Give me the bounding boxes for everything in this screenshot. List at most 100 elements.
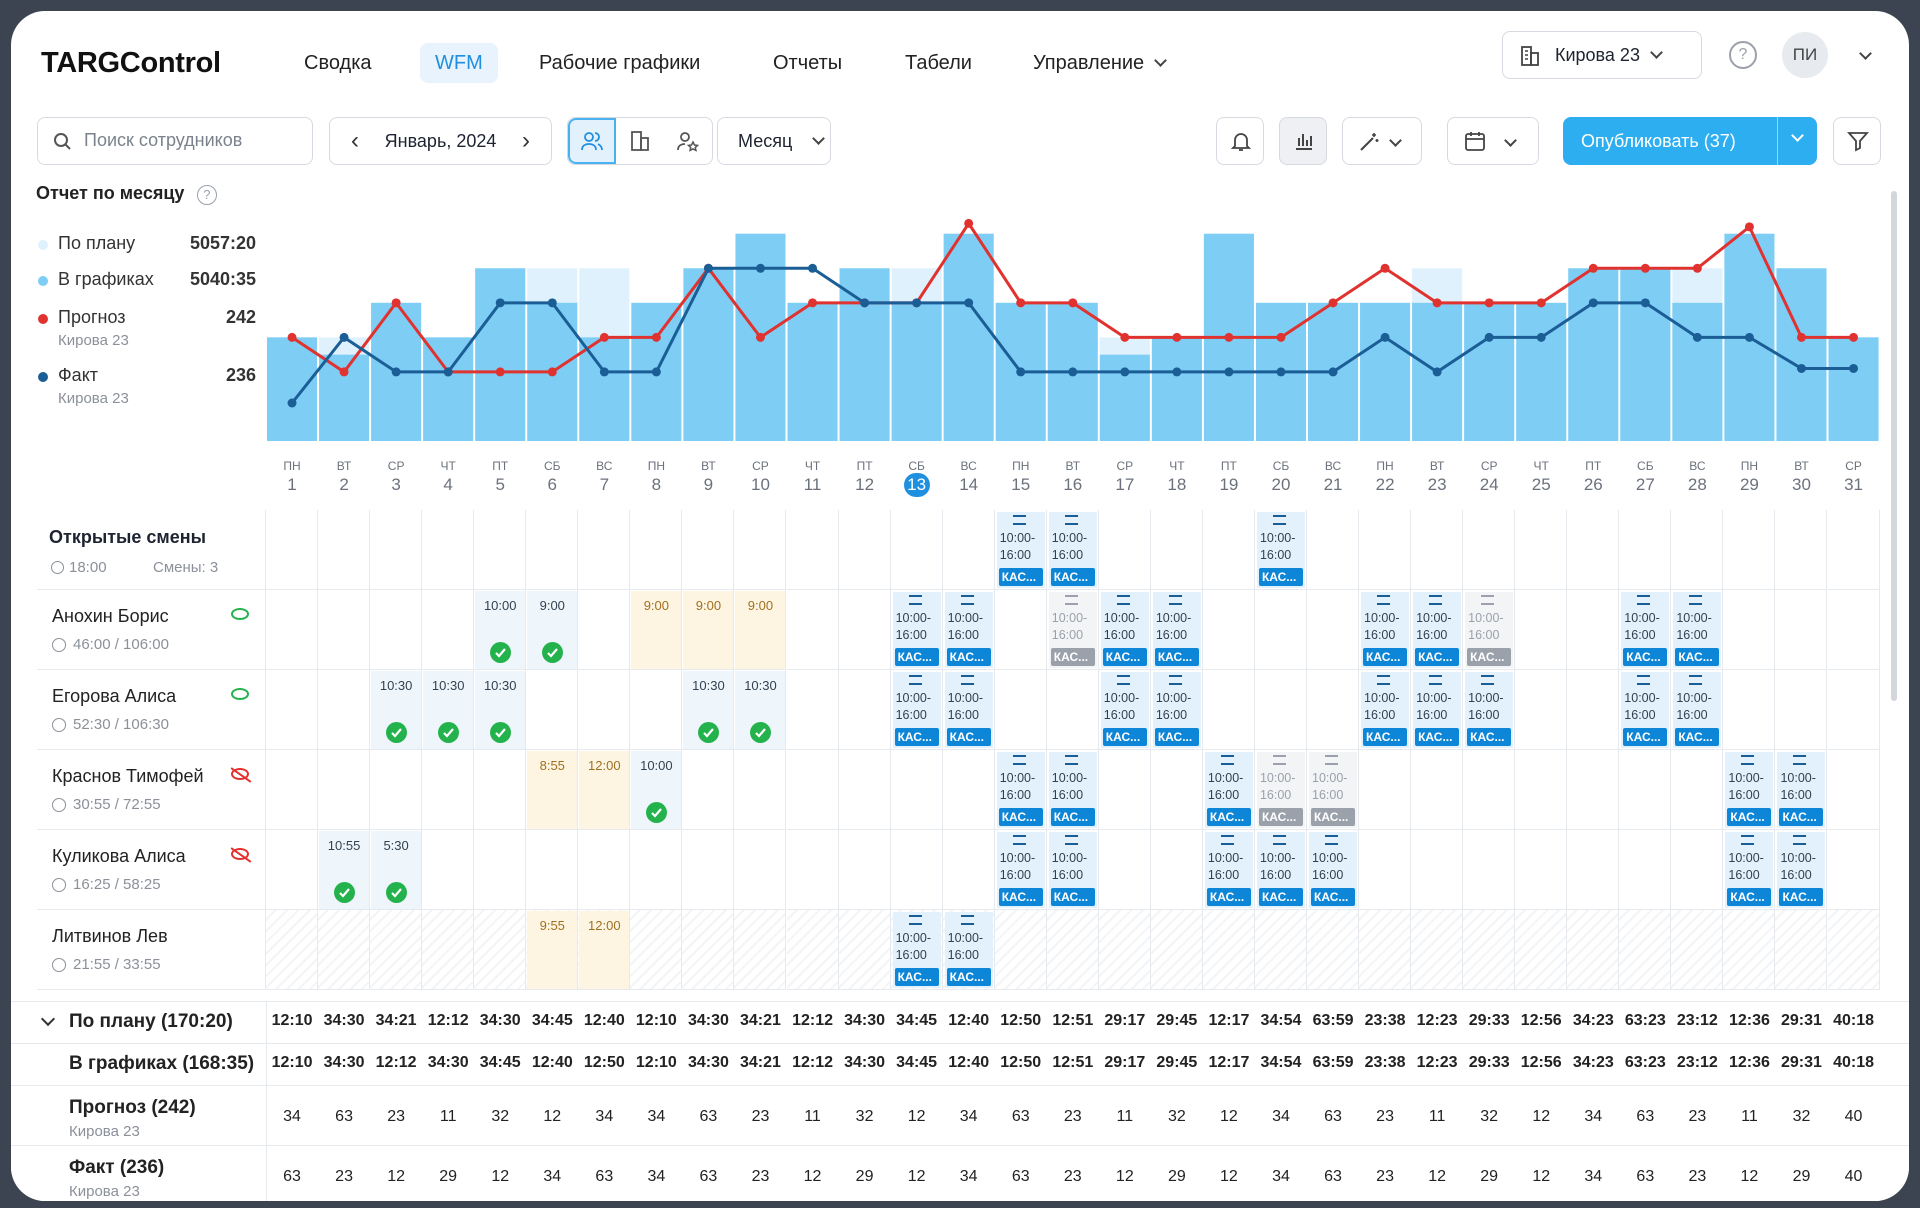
day-cell[interactable] bbox=[1775, 910, 1828, 990]
shift-card[interactable]: 10:00- 16:00 КАС... bbox=[1256, 512, 1305, 588]
day-cell[interactable] bbox=[1671, 510, 1724, 590]
day-cell[interactable] bbox=[1411, 510, 1464, 590]
day-cell[interactable] bbox=[1150, 910, 1203, 990]
day-cell[interactable] bbox=[266, 590, 319, 670]
filter-button[interactable] bbox=[1833, 117, 1881, 165]
day-cell[interactable] bbox=[1827, 830, 1880, 910]
day-cell[interactable] bbox=[942, 830, 995, 910]
day-cell[interactable] bbox=[1567, 510, 1620, 590]
shift-block[interactable] bbox=[579, 911, 630, 989]
day-cell[interactable] bbox=[1307, 670, 1360, 750]
day-cell[interactable] bbox=[1463, 910, 1516, 990]
day-cell[interactable] bbox=[370, 590, 423, 670]
shift-card[interactable]: 10:00- 16:00 КАС... bbox=[1204, 832, 1253, 908]
day-cell[interactable] bbox=[1515, 670, 1568, 750]
day-cell[interactable] bbox=[1254, 670, 1307, 750]
day-cell[interactable] bbox=[370, 910, 423, 990]
shift-card[interactable]: 10:00- 16:00 КАС... bbox=[1413, 672, 1462, 748]
employee-name[interactable]: Краснов Тимофей bbox=[52, 766, 204, 786]
day-cell[interactable] bbox=[1723, 670, 1776, 750]
day-cell[interactable] bbox=[1619, 910, 1672, 990]
period-select[interactable]: Месяц bbox=[717, 117, 831, 165]
day-cell[interactable] bbox=[630, 670, 683, 750]
shift-card[interactable]: 10:00- 16:00 КАС... bbox=[1777, 832, 1826, 908]
day-cell[interactable] bbox=[1098, 830, 1151, 910]
day-cell[interactable] bbox=[1307, 590, 1360, 670]
shift-card[interactable]: 10:00- 16:00 КАС... bbox=[996, 752, 1045, 828]
day-cell[interactable] bbox=[1567, 590, 1620, 670]
day-cell[interactable] bbox=[682, 510, 735, 590]
shift-card[interactable]: 10:00- 16:00 КАС... bbox=[1100, 592, 1149, 668]
help-icon[interactable]: ? bbox=[1729, 41, 1757, 69]
day-cell[interactable] bbox=[318, 750, 371, 830]
shift-card[interactable]: 10:00- 16:00 КАС... bbox=[1361, 592, 1410, 668]
day-cell[interactable] bbox=[1046, 910, 1099, 990]
day-cell[interactable] bbox=[526, 510, 579, 590]
day-cell[interactable] bbox=[1463, 750, 1516, 830]
day-cell[interactable] bbox=[1671, 830, 1724, 910]
day-cell[interactable] bbox=[1827, 510, 1880, 590]
view-employees-button[interactable] bbox=[568, 118, 616, 164]
day-cell[interactable] bbox=[734, 910, 787, 990]
day-cell[interactable] bbox=[786, 750, 839, 830]
shift-card[interactable]: 10:00- 16:00 КАС... bbox=[944, 592, 993, 668]
day-cell[interactable] bbox=[1515, 750, 1568, 830]
day-cell[interactable] bbox=[1202, 670, 1255, 750]
view-favorite-button[interactable] bbox=[664, 118, 712, 164]
day-cell[interactable] bbox=[266, 830, 319, 910]
shift-card[interactable]: 10:00- 16:00 КАС... bbox=[944, 672, 993, 748]
nav-timesheets[interactable]: Табели bbox=[905, 52, 972, 74]
day-cell[interactable] bbox=[630, 910, 683, 990]
shift-block[interactable] bbox=[735, 591, 786, 669]
day-cell[interactable] bbox=[578, 670, 631, 750]
notifications-button[interactable] bbox=[1216, 117, 1264, 165]
day-cell[interactable] bbox=[422, 830, 475, 910]
day-cell[interactable] bbox=[942, 510, 995, 590]
day-cell[interactable] bbox=[1046, 670, 1099, 750]
day-cell[interactable] bbox=[474, 750, 527, 830]
shift-card[interactable]: 10:00- 16:00 КАС... bbox=[1361, 672, 1410, 748]
day-cell[interactable] bbox=[890, 510, 943, 590]
day-cell[interactable] bbox=[1775, 510, 1828, 590]
day-cell[interactable] bbox=[838, 750, 891, 830]
nav-reports[interactable]: Отчеты bbox=[773, 52, 843, 74]
shift-block[interactable] bbox=[579, 751, 630, 829]
shift-card[interactable]: 10:00- 16:00 КАС... bbox=[1048, 592, 1097, 668]
day-cell[interactable] bbox=[578, 510, 631, 590]
day-cell[interactable] bbox=[1202, 590, 1255, 670]
day-cell[interactable] bbox=[266, 670, 319, 750]
day-cell[interactable] bbox=[1098, 910, 1151, 990]
day-cell[interactable] bbox=[942, 750, 995, 830]
shift-block[interactable] bbox=[527, 911, 578, 989]
shift-card[interactable]: 10:00- 16:00 КАС... bbox=[1673, 592, 1722, 668]
day-cell[interactable] bbox=[1827, 590, 1880, 670]
day-cell[interactable] bbox=[370, 750, 423, 830]
day-cell[interactable] bbox=[1411, 830, 1464, 910]
search-input[interactable] bbox=[84, 130, 294, 151]
day-cell[interactable] bbox=[422, 590, 475, 670]
day-cell[interactable] bbox=[1619, 750, 1672, 830]
day-cell[interactable] bbox=[422, 910, 475, 990]
day-cell[interactable] bbox=[630, 510, 683, 590]
day-cell[interactable] bbox=[890, 750, 943, 830]
day-cell[interactable] bbox=[266, 910, 319, 990]
day-cell[interactable] bbox=[474, 910, 527, 990]
day-cell[interactable] bbox=[1411, 750, 1464, 830]
shift-card[interactable]: 10:00- 16:00 КАС... bbox=[1725, 832, 1774, 908]
day-cell[interactable] bbox=[682, 910, 735, 990]
shift-card[interactable]: 10:00- 16:00 КАС... bbox=[1048, 752, 1097, 828]
day-cell[interactable] bbox=[1411, 910, 1464, 990]
day-cell[interactable] bbox=[1463, 830, 1516, 910]
employee-name[interactable]: Егорова Алиса bbox=[52, 686, 177, 706]
employee-name[interactable]: Анохин Борис bbox=[52, 606, 169, 626]
day-cell[interactable] bbox=[1619, 830, 1672, 910]
day-cell[interactable] bbox=[1359, 830, 1412, 910]
chevron-down-icon[interactable] bbox=[1859, 47, 1872, 60]
day-cell[interactable] bbox=[1775, 590, 1828, 670]
day-cell[interactable] bbox=[682, 750, 735, 830]
day-cell[interactable] bbox=[1150, 750, 1203, 830]
day-cell[interactable] bbox=[734, 510, 787, 590]
day-cell[interactable] bbox=[838, 670, 891, 750]
shift-card[interactable]: 10:00- 16:00 КАС... bbox=[1152, 672, 1201, 748]
day-cell[interactable] bbox=[630, 830, 683, 910]
